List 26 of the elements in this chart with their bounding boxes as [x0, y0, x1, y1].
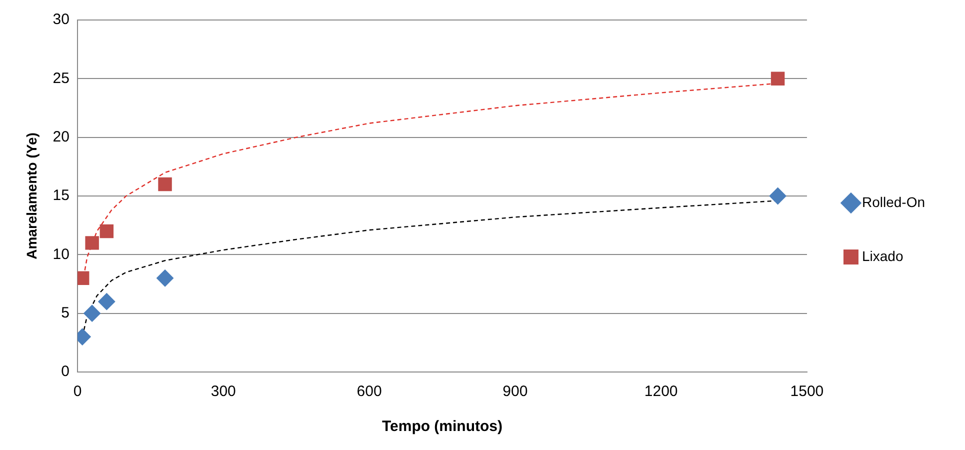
y-tick-label: 0: [61, 363, 70, 380]
y-tick-label: 20: [52, 128, 70, 146]
x-tick-label: 1200: [644, 383, 678, 400]
point: [100, 224, 114, 238]
y-axis-title: Amarelamento (Ye): [23, 132, 40, 260]
point: [85, 236, 99, 250]
x-tick-label: 300: [210, 383, 236, 400]
y-tick-label: 15: [52, 187, 70, 204]
y-tick-label: 5: [61, 304, 70, 322]
x-tick-label: 600: [356, 383, 382, 400]
point: [77, 271, 90, 285]
point: [98, 293, 116, 310]
y-tick-label: 10: [52, 246, 70, 263]
y-tick-label: 30: [52, 11, 70, 28]
point: [84, 304, 101, 322]
point: [769, 188, 786, 204]
x-axis-title: Tempo (minutos): [382, 418, 502, 436]
point: [158, 177, 172, 192]
point: [156, 270, 174, 287]
x-tick-label: 0: [73, 383, 82, 400]
x-tick-label: 1500: [790, 383, 824, 400]
y-tick-label: 25: [52, 70, 70, 87]
x-tick-label: 900: [502, 383, 528, 400]
legend-label: Rolled-On: [862, 194, 926, 210]
legend-label: Lixado: [862, 248, 904, 264]
point: [770, 72, 785, 86]
